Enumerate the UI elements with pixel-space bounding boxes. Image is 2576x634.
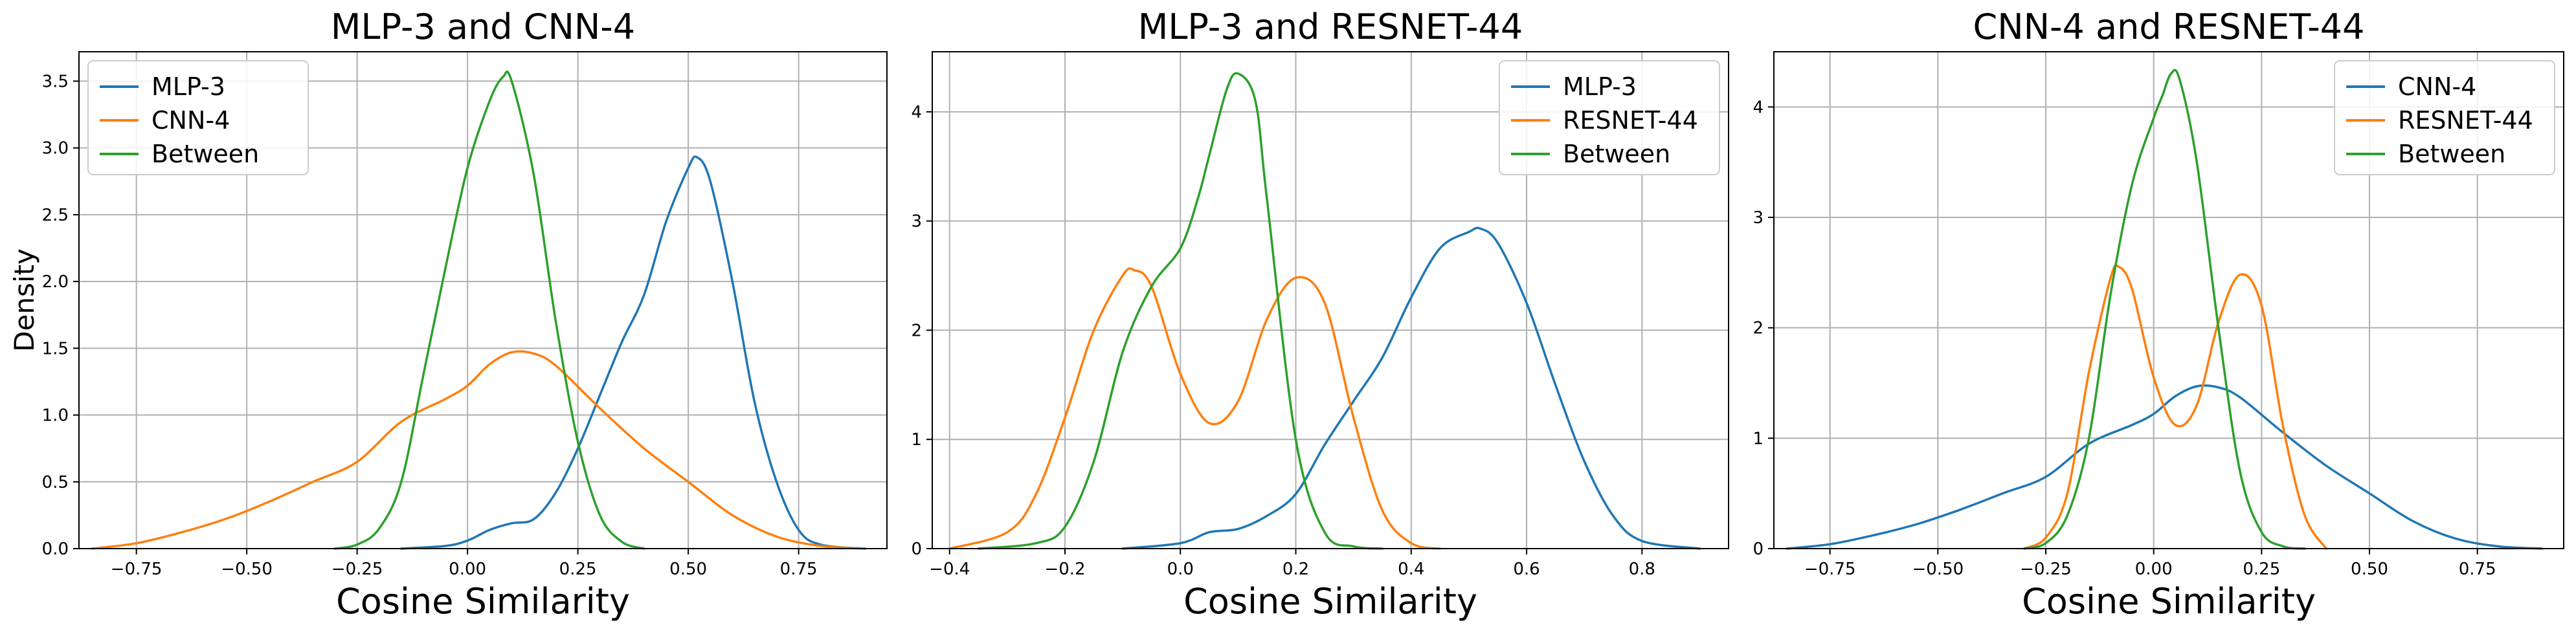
- legend-label: RESNET-44: [2398, 106, 2533, 135]
- y-axis-label: Density: [8, 248, 40, 352]
- x-tick-label: 0.00: [449, 560, 486, 579]
- legend-label: RESNET-44: [1563, 106, 1698, 135]
- x-tick-label: 0.00: [2135, 560, 2173, 579]
- x-tick-label: 0.8: [1629, 560, 1655, 579]
- x-tick-label: −0.4: [929, 560, 970, 579]
- x-tick-label: −0.50: [1912, 560, 1964, 579]
- y-tick-label: 3: [1753, 208, 1764, 228]
- legend-label: CNN-4: [2398, 72, 2476, 101]
- y-tick-label: 2.0: [42, 272, 69, 292]
- x-axis-label: Cosine Similarity: [2022, 581, 2316, 622]
- y-tick-label: 2.5: [42, 206, 69, 225]
- series-line-between: [977, 72, 1383, 550]
- legend-label: CNN-4: [151, 106, 230, 135]
- legend-label: MLP-3: [151, 72, 225, 101]
- y-tick-label: 1.0: [42, 406, 69, 426]
- x-tick-label: −0.75: [1804, 560, 1856, 579]
- y-tick-label: 1: [1753, 429, 1764, 448]
- x-tick-label: 0.2: [1282, 560, 1309, 579]
- x-tick-label: 0.50: [2351, 560, 2388, 579]
- x-tick-label: −0.75: [111, 560, 162, 579]
- axes-frame: [78, 51, 888, 549]
- y-tick-label: 1.5: [42, 339, 69, 358]
- legend-box: [2334, 60, 2555, 175]
- subplot-title: CNN-4 and RESNET-44: [1973, 6, 2365, 47]
- legend-label: Between: [1563, 140, 1670, 168]
- grid: [79, 52, 887, 549]
- y-tick-label: 2: [1753, 319, 1764, 338]
- series-line-cnn-4: [1786, 384, 2544, 550]
- x-tick-label: 0.25: [2243, 560, 2280, 579]
- axes-frame: [932, 51, 1729, 549]
- legend: CNN-4 RESNET-44 Between: [2334, 60, 2555, 175]
- series-line-resnet-44: [2022, 264, 2328, 550]
- series-line-between: [333, 71, 645, 550]
- subplot-mlp3-resnet44: MLP-3 and RESNET-44 Cosine Similarity −0…: [911, 6, 1729, 622]
- x-tick-label: 0.50: [669, 560, 707, 579]
- x-axis-label: Cosine Similarity: [336, 581, 630, 622]
- legend-box: [87, 60, 309, 175]
- subplot-title: MLP-3 and RESNET-44: [1138, 6, 1523, 47]
- x-tick-label: −0.50: [221, 560, 273, 579]
- series-line-mlp-3: [1121, 226, 1701, 550]
- y-tick-label: 0.0: [42, 540, 69, 559]
- series-line-mlp-3: [400, 155, 866, 550]
- legend-box: [1499, 60, 1720, 175]
- y-tick-label: 0.5: [42, 473, 69, 492]
- x-tick-label: −0.25: [2020, 560, 2072, 579]
- y-tick-label: 2: [911, 321, 922, 340]
- y-tick-label: 4: [1753, 98, 1764, 117]
- y-tick-label: 4: [911, 103, 922, 122]
- axes-frame: [1773, 51, 2564, 549]
- x-tick-label: 0.25: [559, 560, 597, 579]
- y-tick-label: 3.0: [42, 139, 69, 158]
- y-tick-label: 1: [911, 430, 922, 450]
- subplot-mlp3-cnn4: MLP-3 and CNN-4 Cosine Similarity Densit…: [8, 6, 888, 622]
- x-tick-label: 0.0: [1167, 560, 1194, 579]
- x-tick-label: 0.6: [1513, 560, 1540, 579]
- series-line-between: [2022, 69, 2306, 550]
- legend-label: Between: [2398, 140, 2505, 168]
- y-tick-label: 0: [1753, 540, 1764, 559]
- x-tick-label: 0.75: [780, 560, 818, 579]
- subplot-cnn4-resnet44: CNN-4 and RESNET-44 Cosine Similarity −0…: [1753, 6, 2564, 622]
- series-line-cnn-4: [91, 350, 866, 550]
- x-axis-label: Cosine Similarity: [1183, 581, 1477, 622]
- legend: MLP-3 RESNET-44 Between: [1499, 60, 1720, 175]
- y-tick-label: 3: [911, 212, 922, 232]
- x-tick-label: 0.4: [1398, 560, 1424, 579]
- legend-label: Between: [151, 140, 259, 168]
- subplot-title: MLP-3 and CNN-4: [331, 6, 635, 47]
- legend: MLP-3 CNN-4 Between: [87, 60, 309, 175]
- x-tick-label: 0.75: [2459, 560, 2496, 579]
- y-tick-label: 3.5: [42, 72, 69, 91]
- x-tick-label: −0.2: [1044, 560, 1085, 579]
- y-tick-label: 0: [911, 540, 922, 559]
- series-line-resnet-44: [948, 267, 1442, 550]
- x-tick-label: −0.25: [331, 560, 383, 579]
- legend-label: MLP-3: [1563, 72, 1637, 101]
